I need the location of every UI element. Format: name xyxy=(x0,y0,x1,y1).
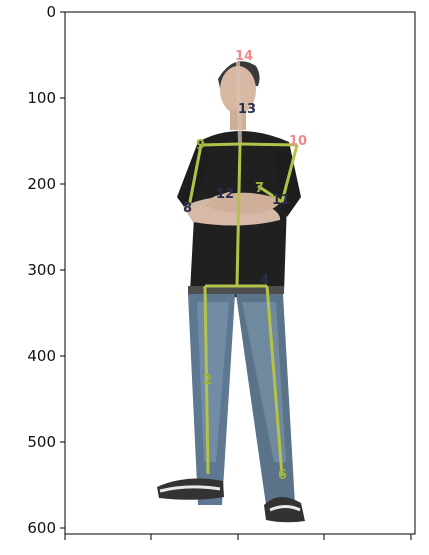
forearm-top xyxy=(205,192,281,214)
head-to-neck-line xyxy=(236,61,242,145)
spine-line xyxy=(235,143,242,287)
keypoint-label-4: 4 xyxy=(260,273,269,288)
neck-right-shoulder-line xyxy=(239,142,298,147)
skeleton-overlay xyxy=(187,61,299,477)
right-leg-wash xyxy=(242,302,286,462)
y-tick-label-600: 600 xyxy=(27,519,56,537)
left-shoe-stripe xyxy=(159,485,221,493)
left-leg-jeans xyxy=(188,294,235,505)
y-tick-label-0: 0 xyxy=(46,3,56,21)
right-upper-arm-line xyxy=(280,144,299,203)
left-forearm-line xyxy=(188,191,231,209)
left-upper-arm-line xyxy=(187,144,203,208)
keypoint-label-14: 14 xyxy=(235,49,253,64)
y-tick-label-100: 100 xyxy=(27,89,56,107)
keypoint-label-9: 9 xyxy=(196,138,205,153)
keypoint-label-2: 2 xyxy=(203,373,212,388)
keypoint-label-6: 6 xyxy=(278,468,287,483)
left-shoe xyxy=(157,478,224,500)
keypoint-label-13: 13 xyxy=(238,102,256,117)
left-leg-line xyxy=(203,285,210,475)
y-tick-label-200: 200 xyxy=(27,175,56,193)
y-axis: 0 100 200 300 400 500 600 xyxy=(27,3,65,537)
right-shoe xyxy=(264,496,305,523)
keypoint-label-12: 12 xyxy=(216,187,234,202)
y-tick-label-500: 500 xyxy=(27,433,56,451)
right-forearm-line xyxy=(257,184,283,204)
waist xyxy=(188,286,284,294)
keypoint-labels: 14 13 10 9 12 7 11 8 4 2 6 xyxy=(183,49,307,483)
x-axis xyxy=(64,534,412,540)
keypoint-label-7: 7 xyxy=(255,181,264,196)
keypoint-label-10: 10 xyxy=(289,134,307,149)
y-tick-label-300: 300 xyxy=(27,261,56,279)
keypoint-label-8: 8 xyxy=(183,201,192,216)
right-shoe-stripe xyxy=(269,505,301,512)
y-tick-label-400: 400 xyxy=(27,347,56,365)
right-leg-line xyxy=(265,285,284,477)
neck-left-shoulder-line xyxy=(200,142,241,147)
keypoint-label-11: 11 xyxy=(272,193,290,208)
